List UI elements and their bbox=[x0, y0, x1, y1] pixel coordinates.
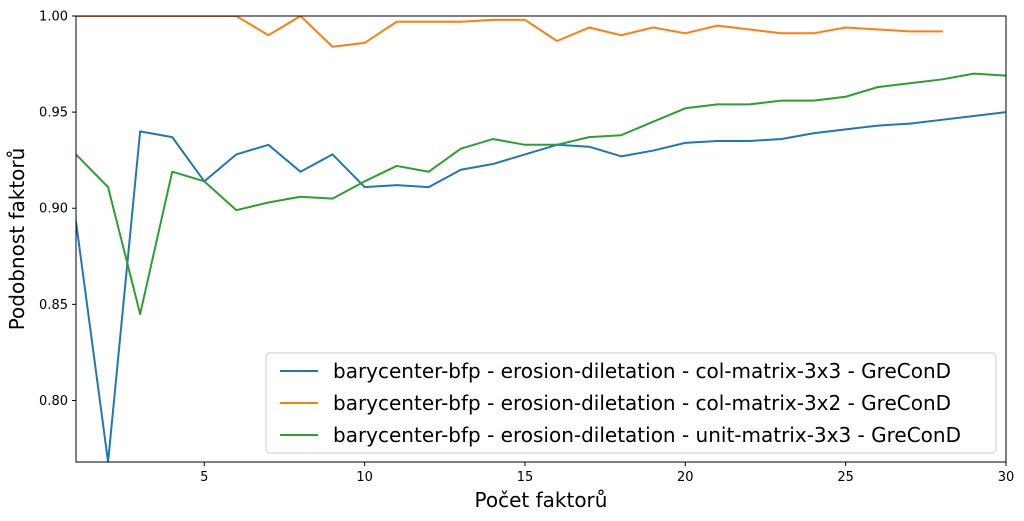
y-axis-label: Podobnost faktorů bbox=[5, 148, 29, 331]
legend: barycenter-bfp - erosion-diletation - co… bbox=[265, 352, 997, 454]
legend-label-2: barycenter-bfp - erosion-diletation - co… bbox=[333, 391, 951, 415]
series-line-3 bbox=[76, 72, 1006, 315]
x-tick-label: 5 bbox=[200, 470, 208, 485]
series-layer bbox=[76, 16, 1006, 462]
series-line-1 bbox=[76, 111, 1006, 462]
x-tick-label: 25 bbox=[837, 470, 854, 485]
y-tick-label: 0.90 bbox=[39, 202, 68, 217]
y-tick-label: 1.00 bbox=[39, 10, 68, 25]
y-tick-label: 0.80 bbox=[39, 394, 68, 409]
plot-frame bbox=[75, 15, 1007, 463]
ticks-layer: 5 10 15 20 25 30 0.80 0.85 0.90 0.95 1.00 bbox=[39, 10, 1014, 486]
y-tick-label: 0.95 bbox=[39, 106, 68, 121]
x-tick-label: 10 bbox=[356, 470, 373, 485]
x-tick-label: 15 bbox=[517, 470, 534, 485]
legend-label-3: barycenter-bfp - erosion-diletation - un… bbox=[333, 423, 961, 447]
legend-label-1: barycenter-bfp - erosion-diletation - co… bbox=[333, 359, 951, 383]
x-axis-label: Počet faktorů bbox=[475, 488, 608, 512]
y-tick-label: 0.85 bbox=[39, 298, 68, 313]
series-line-2 bbox=[76, 16, 943, 48]
legend-box bbox=[265, 352, 997, 454]
x-tick-label: 30 bbox=[998, 470, 1015, 485]
x-tick-label: 20 bbox=[677, 470, 694, 485]
